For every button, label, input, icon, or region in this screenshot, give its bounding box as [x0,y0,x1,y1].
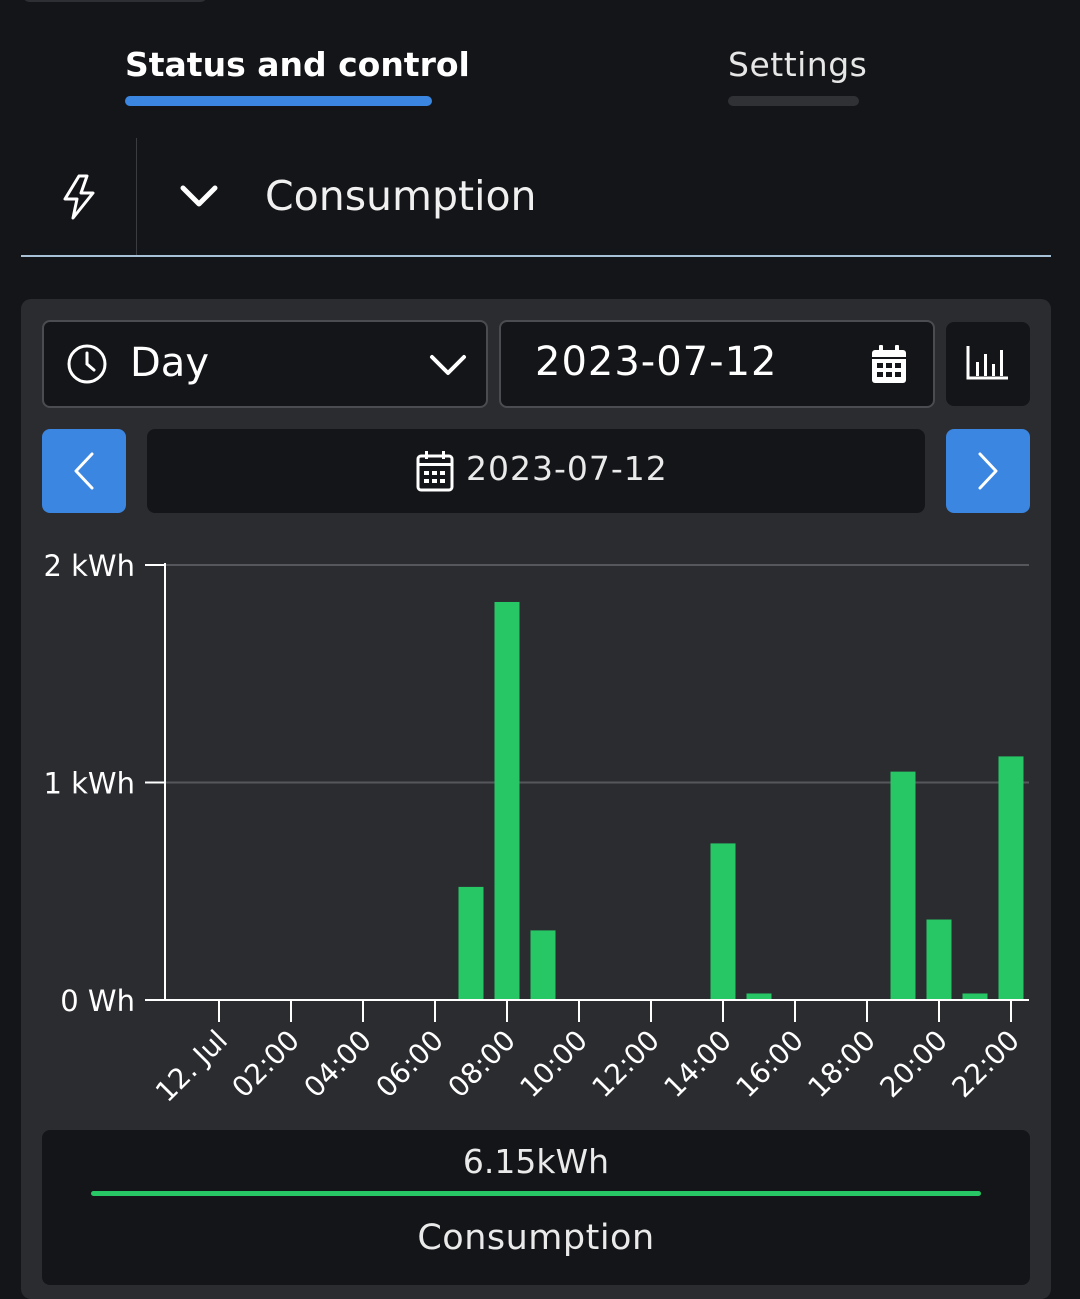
x-tick-label: 02:00 [226,1024,306,1104]
legend-series-name: Consumption [417,1218,655,1258]
date-display-text: 2023-07-12 [466,449,668,488]
bar-1500 [710,843,736,1000]
x-tick-label: 12:00 [586,1024,666,1104]
y-tick-label: 0 Wh [60,984,135,1018]
consumption-chart: 0 Wh 1 kWh 2 kWh 12. Jul02:0004:0006:0008:0… [43,549,1029,1109]
calendar-icon [416,451,454,492]
x-tick-label: 18:00 [802,1024,882,1104]
section-header[interactable]: Consumption [21,138,1051,257]
previous-button[interactable] [42,429,126,513]
bar-2100 [926,919,952,1000]
bar-2200 [962,993,988,1000]
x-tick-label: 22:00 [946,1024,1026,1104]
bar-0900 [494,601,520,1000]
x-tick-label: 12. Jul [149,1024,234,1109]
clock-icon [67,344,107,384]
tab-status-and-control[interactable]: Status and control [125,0,470,110]
bar-2000 [890,771,916,1000]
x-tick-label: 04:00 [298,1024,378,1104]
bar-chart-icon [966,346,1008,380]
energy-card: Day 2023-07-12 [21,299,1051,1299]
next-button[interactable] [946,429,1030,513]
date-display[interactable]: 2023-07-12 [147,429,925,513]
bar-0800 [458,886,484,1000]
tab-inactive-indicator [728,96,859,106]
tab-settings-label: Settings [728,45,868,84]
legend[interactable]: 6.15kWh Consumption [42,1130,1030,1285]
legend-color-line [91,1191,981,1196]
tab-active-indicator [125,96,432,106]
chevron-right-icon [978,452,998,490]
date-input[interactable]: 2023-07-12 [499,320,935,408]
x-tick-label: 08:00 [442,1024,522,1104]
legend-total: 6.15kWh [462,1142,610,1181]
chevron-down-icon [430,355,466,375]
y-tick-label: 2 kWh [43,549,135,583]
x-tick-label: 20:00 [874,1024,954,1104]
bolt-icon [63,174,95,220]
tab-status-label: Status and control [125,45,470,84]
bar-1600 [746,993,772,1000]
x-tick-label: 06:00 [370,1024,450,1104]
chevron-left-icon [74,452,94,490]
top-handle [22,0,208,2]
bar-1000 [530,930,556,1000]
y-tick-label: 1 kWh [43,767,135,801]
tab-settings[interactable]: Settings [728,0,867,110]
section-title: Consumption [265,172,537,220]
calendar-icon[interactable] [871,344,907,384]
range-value: Day [130,340,209,386]
x-tick-label: 16:00 [730,1024,810,1104]
chevron-down-icon[interactable] [179,182,219,210]
date-input-value: 2023-07-12 [535,339,778,385]
bar-2300 [998,756,1024,1000]
x-tick-label: 14:00 [658,1024,738,1104]
header-divider [136,138,137,255]
chart-type-button[interactable] [946,322,1030,406]
x-tick-label: 10:00 [514,1024,594,1104]
range-select[interactable]: Day [42,320,488,408]
